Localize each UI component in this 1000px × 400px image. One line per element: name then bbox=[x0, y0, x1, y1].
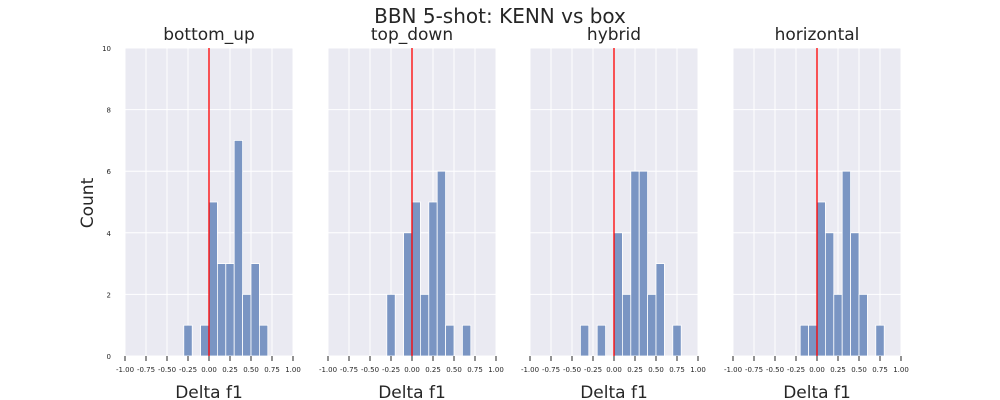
x-tick-label: -1.00 bbox=[319, 366, 337, 374]
histogram-bar bbox=[613, 232, 623, 357]
histogram-bar bbox=[841, 170, 852, 357]
x-tick-label: -0.75 bbox=[340, 366, 358, 374]
figure-title: BBN 5-shot: KENN vs box bbox=[374, 4, 626, 28]
x-tick-label: -0.75 bbox=[745, 366, 763, 374]
x-tick-label: 0.25 bbox=[425, 366, 441, 374]
histogram-bar bbox=[850, 232, 860, 357]
x-tick-label: 0.75 bbox=[872, 366, 888, 374]
histogram-bar bbox=[233, 139, 243, 357]
y-axis-label: Count bbox=[78, 177, 98, 228]
y-tick-label: 2 bbox=[107, 291, 111, 299]
histogram-bar bbox=[825, 232, 835, 357]
histogram-bar bbox=[875, 324, 885, 357]
x-tick-label: 1.00 bbox=[893, 366, 909, 374]
x-tick-label: -1.00 bbox=[116, 366, 134, 374]
y-tick-label: 10 bbox=[102, 45, 111, 53]
x-tick-label: 0.25 bbox=[830, 366, 846, 374]
y-tick-label: 8 bbox=[107, 107, 111, 115]
panel-horizontal: horizontal -1.00 -0.75 -0.50 -0.25 0.00 0.25 0.… bbox=[724, 25, 909, 400]
histogram-bar bbox=[672, 324, 682, 357]
histogram-bar bbox=[816, 201, 826, 357]
histogram-bar bbox=[647, 293, 657, 357]
panel-bottom_up: bottom_up -1.00 -0.75 -0.50 -0.25 0.00 0.25 0.5… bbox=[102, 25, 301, 400]
histogram-bar bbox=[580, 324, 590, 357]
histogram-bar bbox=[258, 324, 269, 357]
x-tick-label: 0.75 bbox=[264, 366, 280, 374]
x-axis-label: Delta f1 bbox=[378, 383, 446, 400]
x-tick-label: 0.50 bbox=[243, 366, 259, 374]
histogram-bar bbox=[403, 232, 413, 357]
histogram-bar bbox=[833, 293, 843, 357]
histogram-bar bbox=[411, 201, 421, 357]
panel-title: horizontal bbox=[775, 25, 860, 45]
x-tick-label: -0.50 bbox=[766, 366, 784, 374]
x-tick-label: -0.75 bbox=[542, 366, 560, 374]
histogram-bar bbox=[799, 324, 810, 357]
x-tick-label: 0.25 bbox=[627, 366, 643, 374]
x-tick-label: -0.25 bbox=[179, 366, 197, 374]
x-tick-label: 0.00 bbox=[606, 366, 622, 374]
x-tick-label: -0.50 bbox=[158, 366, 176, 374]
histogram-bar bbox=[596, 324, 607, 357]
histogram-bar bbox=[630, 170, 640, 357]
x-tick-label: -0.25 bbox=[584, 366, 602, 374]
y-tick-label: 0 bbox=[107, 353, 111, 361]
histogram-bar bbox=[445, 324, 455, 357]
histogram-bar bbox=[622, 293, 632, 357]
histogram-bar bbox=[419, 293, 430, 357]
x-tick-label: -1.00 bbox=[521, 366, 539, 374]
histogram-bar bbox=[225, 263, 235, 357]
y-tick-label: 6 bbox=[107, 168, 112, 176]
x-tick-label: 1.00 bbox=[285, 366, 301, 374]
x-tick-label: -0.50 bbox=[563, 366, 581, 374]
x-tick-label: 0.00 bbox=[404, 366, 420, 374]
x-tick-label: -0.50 bbox=[361, 366, 379, 374]
histogram-bar bbox=[208, 201, 218, 357]
x-tick-label: 0.00 bbox=[809, 366, 825, 374]
panels-group: bottom_up-1.00 -0.75 -0.50 -0.25 0.00 0.25 0.5… bbox=[102, 25, 909, 400]
x-tick-label: 0.50 bbox=[851, 366, 867, 374]
histogram-bar bbox=[216, 263, 227, 357]
x-tick-label: -0.25 bbox=[382, 366, 400, 374]
x-tick-label: 0.50 bbox=[446, 366, 462, 374]
x-tick-label: -0.75 bbox=[137, 366, 155, 374]
x-tick-label: 0.75 bbox=[467, 366, 483, 374]
x-axis-label: Delta f1 bbox=[580, 383, 648, 400]
histogram-bar bbox=[242, 293, 252, 357]
panel-top_down: top_down -1.00 -0.75 -0.50 -0.25 0.00 0.25 0.50… bbox=[319, 25, 504, 400]
x-axis-label: Delta f1 bbox=[175, 383, 243, 400]
histogram-bar bbox=[386, 293, 396, 357]
histogram-bar bbox=[858, 293, 868, 357]
panel-title: bottom_up bbox=[163, 25, 255, 45]
histogram-bar bbox=[638, 170, 649, 357]
histogram-bar bbox=[461, 324, 472, 357]
y-tick-label: 4 bbox=[107, 230, 112, 238]
x-tick-label: 0.50 bbox=[648, 366, 664, 374]
x-tick-label: 0.25 bbox=[222, 366, 238, 374]
x-axis-label: Delta f1 bbox=[783, 383, 851, 400]
x-tick-label: 0.75 bbox=[669, 366, 685, 374]
histogram-bar bbox=[183, 324, 193, 357]
histogram-bar bbox=[428, 201, 438, 357]
x-tick-label: 1.00 bbox=[690, 366, 706, 374]
x-tick-label: 1.00 bbox=[488, 366, 504, 374]
histogram-bar bbox=[808, 324, 818, 357]
panel-title: hybrid bbox=[587, 25, 641, 45]
x-tick-label: -1.00 bbox=[724, 366, 742, 374]
histogram-bar bbox=[655, 263, 665, 357]
histogram-bar bbox=[436, 170, 447, 357]
panel-hybrid: hybrid -1.00 -0.75 -0.50 -0.25 0.00 0.25 0.50 0.… bbox=[521, 25, 706, 400]
x-tick-label: 0.00 bbox=[201, 366, 217, 374]
x-tick-label: -0.25 bbox=[787, 366, 805, 374]
panel-title: top_down bbox=[371, 25, 453, 45]
histogram-bar bbox=[250, 263, 260, 357]
histogram-bar bbox=[200, 324, 210, 357]
